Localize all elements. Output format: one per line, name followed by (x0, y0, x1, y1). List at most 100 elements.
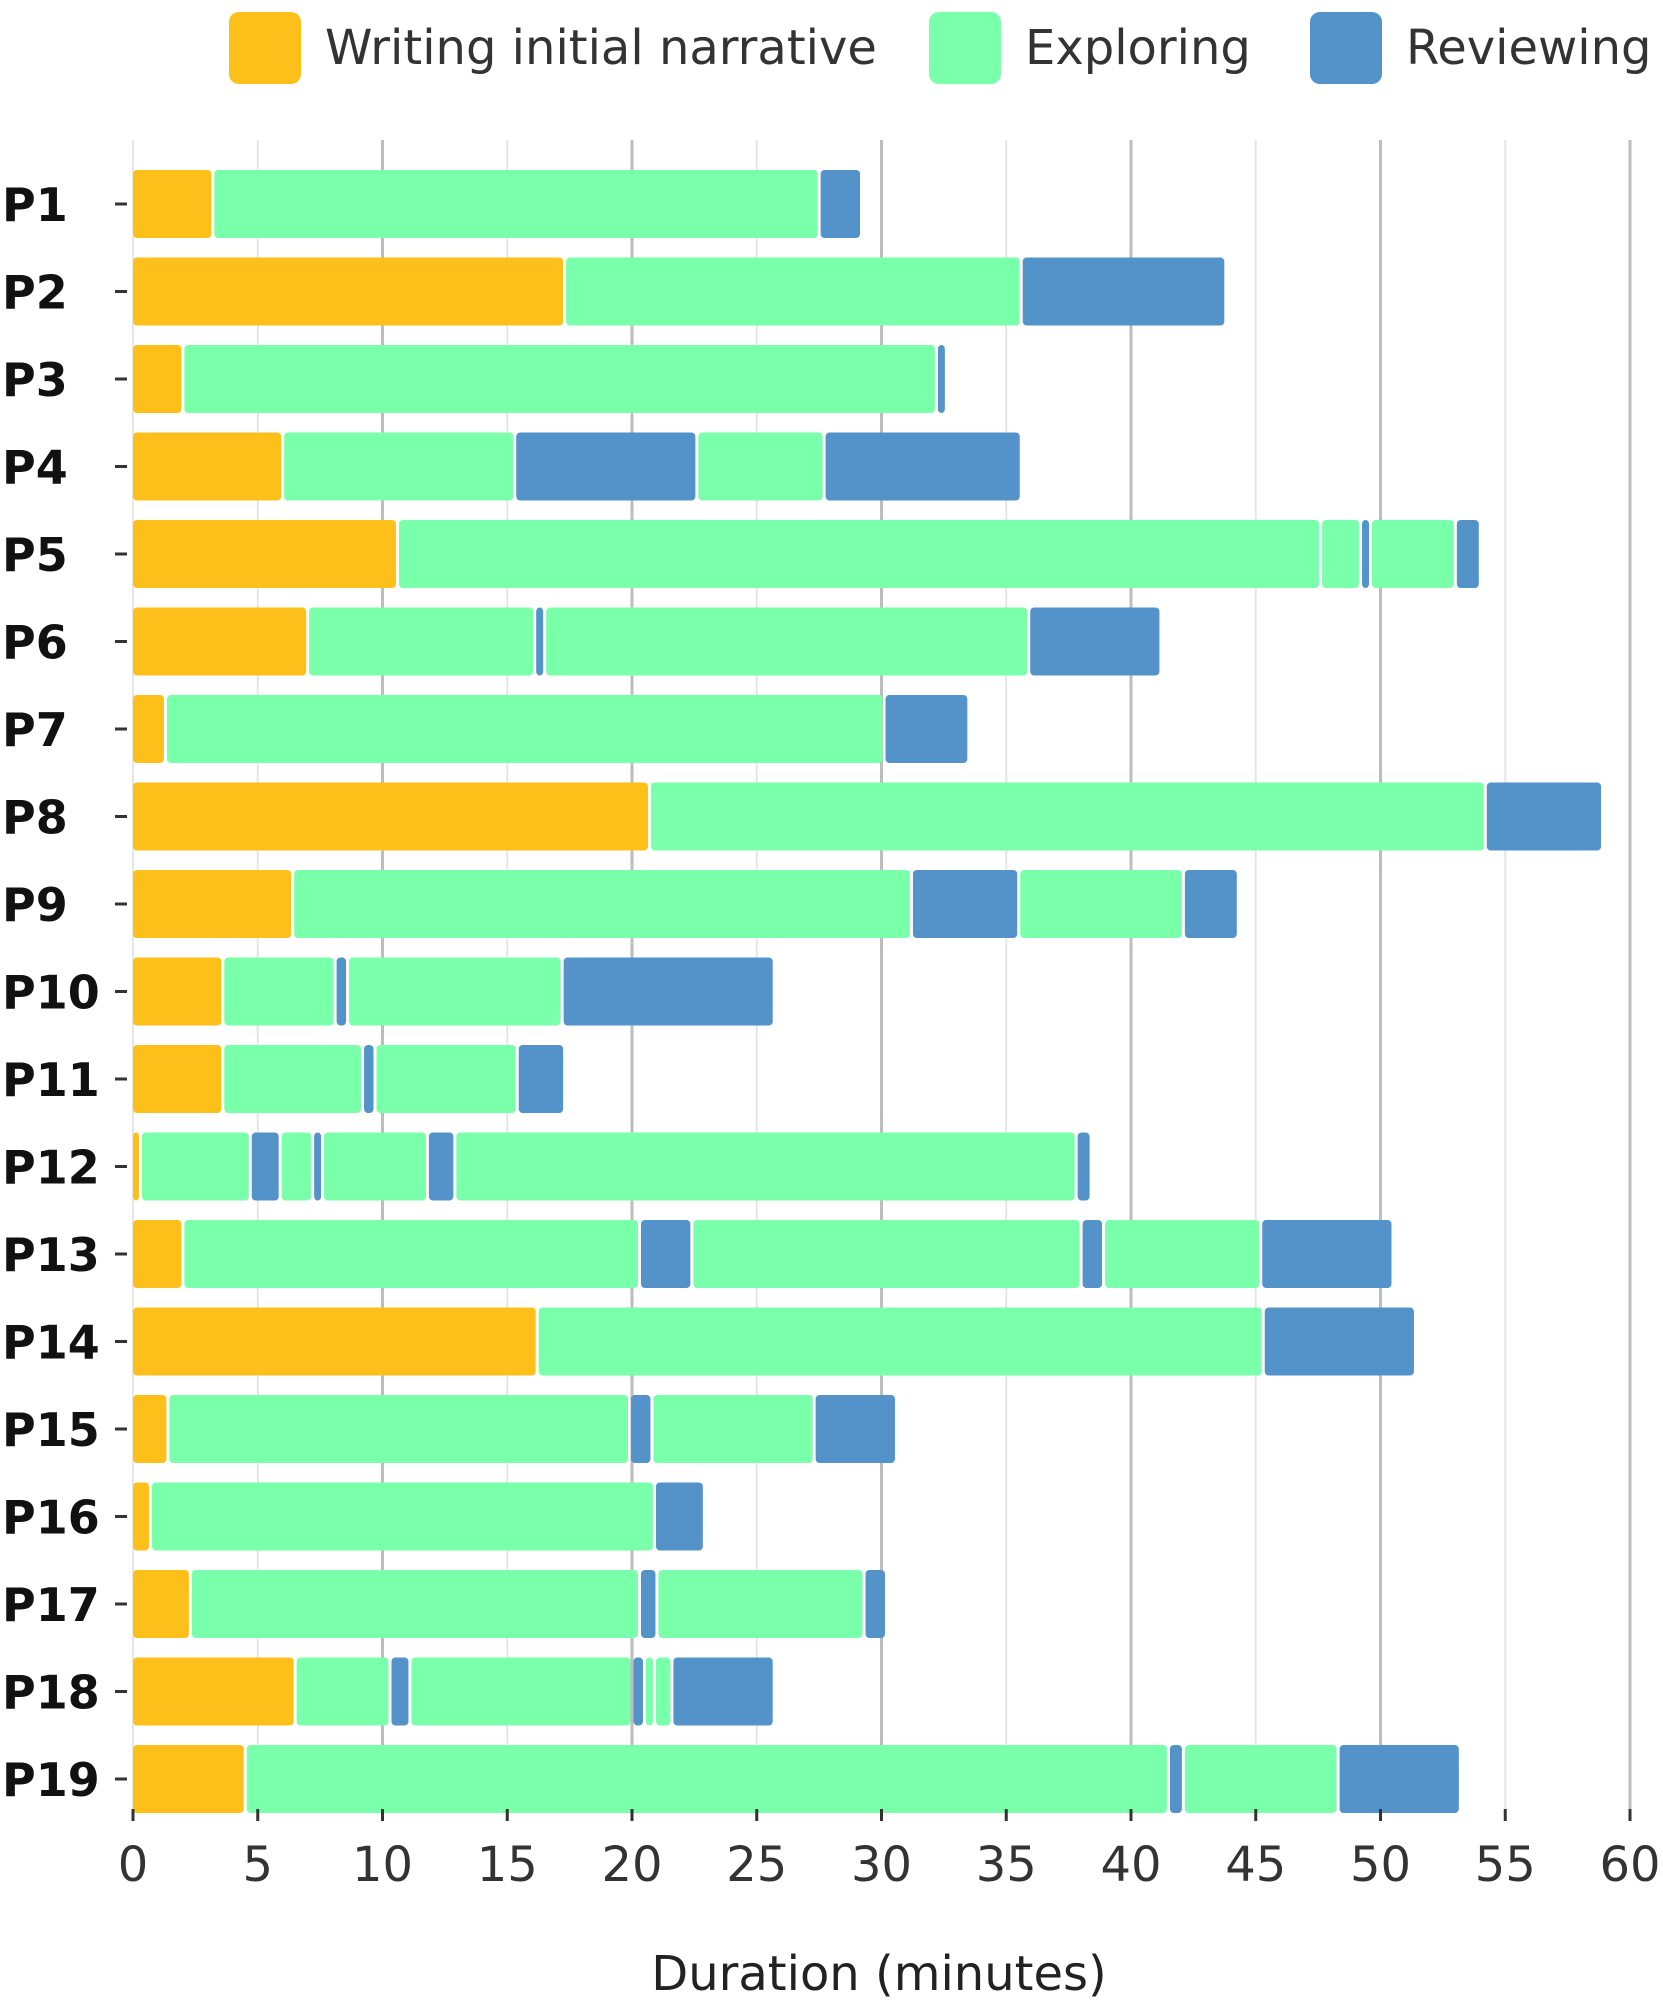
bar-p16-writing-0 (133, 1482, 149, 1551)
x-tick-label-5: 5 (242, 1837, 273, 1893)
x-tick-label-30: 30 (851, 1837, 912, 1893)
x-tick-label-10: 10 (352, 1837, 413, 1893)
bar-p12-exploring-3 (281, 1132, 312, 1201)
bar-p19-reviewing-2 (1169, 1745, 1182, 1813)
bar-p7-exploring-1 (166, 695, 883, 763)
y-label-p2: P2 (2, 266, 68, 320)
x-tick-label-20: 20 (601, 1837, 662, 1893)
bar-p11-reviewing-2 (364, 1045, 374, 1113)
bar-p14-exploring-1 (538, 1307, 1262, 1376)
bars-layer (133, 170, 1602, 1813)
bar-p15-writing-0 (133, 1395, 167, 1463)
bar-p4-exploring-3 (698, 432, 823, 501)
bar-p10-writing-0 (133, 957, 222, 1026)
bar-p9-reviewing-2 (912, 870, 1018, 938)
y-label-p15: P15 (2, 1403, 100, 1457)
bar-p7-reviewing-2 (885, 695, 968, 763)
bar-p18-exploring-1 (296, 1657, 389, 1726)
y-label-p6: P6 (2, 616, 68, 670)
bar-p10-exploring-1 (224, 957, 334, 1026)
x-tick-label-45: 45 (1225, 1837, 1286, 1893)
bar-p3-writing-0 (133, 345, 182, 413)
y-label-p17: P17 (2, 1578, 100, 1632)
legend-swatch-exploring (929, 12, 1001, 84)
bar-p17-exploring-1 (191, 1570, 638, 1638)
bar-p7-writing-0 (133, 695, 164, 763)
x-axis-title: Duration (minutes) (651, 1946, 1106, 2002)
bar-p18-reviewing-7 (673, 1657, 773, 1726)
bar-p6-reviewing-4 (1030, 607, 1160, 676)
x-tick-label-55: 55 (1475, 1837, 1536, 1893)
bar-p12-reviewing-6 (428, 1132, 454, 1201)
x-tick-label-50: 50 (1350, 1837, 1411, 1893)
bar-p13-reviewing-2 (640, 1220, 691, 1288)
bar-p4-reviewing-2 (516, 432, 696, 501)
bar-p18-exploring-6 (655, 1657, 671, 1726)
bar-p15-exploring-3 (653, 1395, 813, 1463)
bar-p8-reviewing-2 (1486, 782, 1602, 851)
x-tick-label-35: 35 (976, 1837, 1037, 1893)
legend-label-exploring: Exploring (1025, 20, 1251, 76)
bar-p19-writing-0 (133, 1745, 244, 1813)
bar-p13-writing-0 (133, 1220, 182, 1288)
bar-p11-exploring-1 (224, 1045, 362, 1113)
legend-swatch-reviewing (1310, 12, 1382, 84)
y-label-p7: P7 (2, 703, 68, 757)
y-label-p16: P16 (2, 1491, 100, 1545)
bar-p5-writing-0 (133, 520, 396, 588)
y-label-p12: P12 (2, 1141, 100, 1195)
bar-p17-exploring-3 (658, 1570, 863, 1638)
y-label-p11: P11 (2, 1053, 100, 1107)
bar-p13-reviewing-4 (1082, 1220, 1103, 1288)
bar-p9-exploring-1 (294, 870, 910, 938)
x-axis: 0 5 10 15 20 25 30 35 40 45 50 55 60 (118, 1809, 1661, 1893)
y-label-p4: P4 (2, 441, 68, 495)
bar-p17-reviewing-4 (865, 1570, 885, 1638)
legend-item-exploring: Exploring (929, 10, 1251, 86)
bar-p8-writing-0 (133, 782, 648, 851)
y-label-p13: P13 (2, 1228, 100, 1282)
bar-p17-writing-0 (133, 1570, 189, 1638)
bar-p12-reviewing-4 (314, 1132, 322, 1201)
bar-p9-writing-0 (133, 870, 292, 938)
bar-p2-writing-0 (133, 257, 564, 326)
bar-p15-reviewing-2 (631, 1395, 651, 1463)
bar-p4-exploring-1 (284, 432, 514, 501)
bar-p13-reviewing-6 (1262, 1220, 1392, 1288)
legend-swatch-writing (229, 12, 301, 84)
bar-p15-reviewing-4 (815, 1395, 895, 1463)
y-label-p1: P1 (2, 178, 68, 232)
bar-p12-writing-0 (133, 1132, 139, 1201)
legend: Writing initial narrative Exploring Revi… (0, 10, 1663, 86)
bar-p4-writing-0 (133, 432, 282, 501)
bar-p14-writing-0 (133, 1307, 536, 1376)
bar-p19-exploring-3 (1184, 1745, 1337, 1813)
y-label-p14: P14 (2, 1316, 100, 1370)
bar-p5-exploring-2 (1322, 520, 1360, 588)
bar-p13-exploring-5 (1105, 1220, 1260, 1288)
bar-p17-reviewing-2 (640, 1570, 656, 1638)
bar-p1-writing-0 (133, 170, 212, 238)
bar-p18-reviewing-4 (633, 1657, 643, 1726)
bar-p18-exploring-5 (645, 1657, 653, 1726)
bar-p6-exploring-3 (546, 607, 1028, 676)
bar-p10-reviewing-4 (563, 957, 773, 1026)
legend-label-reviewing: Reviewing (1406, 20, 1652, 76)
y-label-p19: P19 (2, 1753, 100, 1807)
y-label-p5: P5 (2, 528, 68, 582)
bar-p6-exploring-1 (309, 607, 534, 676)
bar-p15-exploring-1 (169, 1395, 629, 1463)
bar-p1-reviewing-2 (820, 170, 861, 238)
x-tick-label-60: 60 (1599, 1837, 1660, 1893)
bar-p3-exploring-1 (184, 345, 935, 413)
y-label-p3: P3 (2, 353, 68, 407)
y-label-p10: P10 (2, 966, 100, 1020)
legend-label-writing: Writing initial narrative (325, 20, 877, 76)
bar-p12-exploring-1 (141, 1132, 249, 1201)
y-label-p8: P8 (2, 791, 68, 845)
bar-p16-exploring-1 (151, 1482, 653, 1551)
bar-p6-writing-0 (133, 607, 307, 676)
bar-p8-exploring-1 (650, 782, 1484, 851)
bar-p11-writing-0 (133, 1045, 222, 1113)
